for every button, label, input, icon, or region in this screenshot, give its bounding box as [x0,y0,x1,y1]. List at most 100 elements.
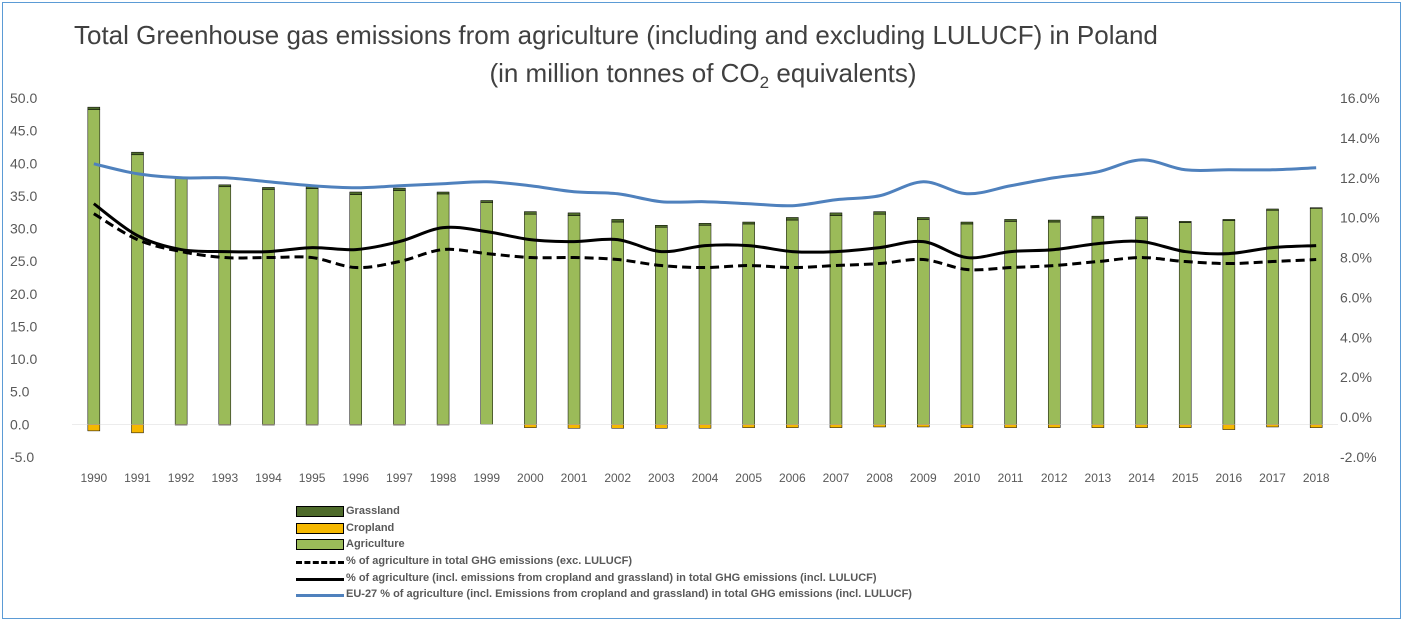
left-tick-label: 30.0 [10,221,37,237]
left-tick-label: 0.0 [10,416,30,432]
bar-grassland [786,217,799,221]
x-tick-label: 1994 [255,471,282,485]
x-tick-label: 2012 [1041,471,1068,485]
bar-grassland [917,217,930,220]
bar-agriculture [1222,220,1236,425]
bar-cropland [742,424,755,428]
bar-agriculture [524,213,537,425]
bar-cropland [873,424,886,428]
bar-agriculture [1135,218,1148,425]
bar-grassland [218,184,232,188]
bar-agriculture [174,178,188,425]
x-tick-label: 2006 [779,471,806,485]
left-tick-label: 25.0 [10,253,37,269]
x-tick-label: 1999 [473,471,500,485]
bar-agriculture [1091,217,1105,425]
legend-item: % of agriculture in total GHG emissions … [296,553,912,570]
x-tick-label: 2005 [735,471,762,485]
right-axis-ticks: -2.0% 0.0% 2.0% 4.0% 6.0% 8.0% 10.0% 12.0% 14.0%… [1340,90,1380,465]
legend-label: Agriculture [346,538,405,551]
chart-subtitle-end: equivalents) [769,58,917,88]
bar-cropland [87,424,101,432]
bar-agriculture [349,194,363,425]
chart-legend: Grassland Cropland Agriculture % of agricul… [296,503,912,603]
bar-grassland [567,212,581,216]
bar-grassland [262,187,275,190]
right-tick-label: -2.0% [1340,449,1377,465]
bar-agriculture [742,223,755,425]
x-tick-label: 2018 [1303,471,1330,485]
x-tick-label: 2009 [910,471,937,485]
left-tick-label: 35.0 [10,188,37,204]
right-tick-label: 2.0% [1340,369,1372,385]
x-tick-label: 2011 [998,471,1024,485]
line-series-3 [93,158,1317,208]
bar-grassland [480,200,493,203]
bar-grassland [960,221,974,225]
legend-item: Agriculture [296,536,912,553]
chart-title: Total Greenhouse gas emissions from agri… [74,20,1158,50]
legend-label: % of agriculture in total GHG emissions … [346,555,633,568]
x-tick-label: 1995 [299,471,326,485]
legend-label: Cropland [346,521,395,534]
bar-grassland [1178,221,1192,223]
bar-agriculture [218,186,232,425]
x-tick-label: 2013 [1085,471,1112,485]
bar-grassland [524,211,537,215]
bar-grassland [873,211,886,215]
left-tick-label: 40.0 [10,155,37,171]
bar-grassland [742,221,755,225]
left-tick-label: 10.0 [10,351,37,367]
bar-cropland [567,424,581,429]
bar-cropland [1266,424,1279,428]
bar-agriculture [262,189,275,425]
bar-grassland [1266,208,1279,211]
right-tick-label: 6.0% [1340,289,1372,305]
bar-grassland [611,219,624,223]
x-tick-label: 1990 [80,471,107,485]
left-tick-label: 45.0 [10,123,37,139]
legend-item: Cropland [296,520,912,537]
bar-cropland [698,424,712,429]
legend-label: Grassland [346,505,400,518]
bar-agriculture [611,221,624,425]
lines [92,158,1317,272]
left-tick-label: 5.0 [10,384,30,400]
bar-cropland [1222,424,1236,430]
bar-agriculture [567,215,581,425]
right-tick-label: 4.0% [1340,329,1372,345]
bar-agriculture [960,223,974,425]
line-series-1 [93,212,1317,272]
bar-agriculture [655,226,668,425]
x-tick-label: 2017 [1259,471,1286,485]
x-tick-label: 2015 [1172,471,1199,485]
x-tick-label: 1991 [124,471,151,485]
bar-agriculture [393,190,406,425]
x-tick-label: 2000 [517,471,544,485]
legend-swatch [296,572,344,584]
bar-agriculture [698,225,712,425]
legend-swatch [296,555,344,567]
bar-cropland [786,424,799,428]
legend-item: EU-27 % of agriculture (incl. Emissions … [296,586,912,603]
bar-grassland [436,191,450,195]
left-tick-label: -5.0 [10,449,34,465]
x-tick-label: 1993 [211,471,238,485]
x-tick-label: 2016 [1216,471,1243,485]
right-tick-label: 16.0% [1340,90,1380,106]
bar-agriculture [1309,208,1323,425]
chart-subtitle-main: (in million tonnes of CO [489,58,760,88]
bar-cropland [960,424,974,428]
bar-grassland [655,225,668,228]
legend-item: Grassland [296,503,912,520]
bar-grassland [349,191,363,195]
x-axis-labels: 1990 1991 1992 1993 1994 1995 1996 1997 1998 1999… [80,471,1329,485]
bar-cropland [131,424,144,434]
legend-label: EU-27 % of agriculture (incl. Emissions … [346,588,912,601]
bar-cropland [1135,424,1148,428]
bar-cropland [655,424,668,429]
x-tick-label: 2014 [1128,471,1155,485]
x-tick-label: 2001 [561,471,588,485]
legend-swatch [296,505,344,518]
bar-grassland [1222,219,1236,221]
